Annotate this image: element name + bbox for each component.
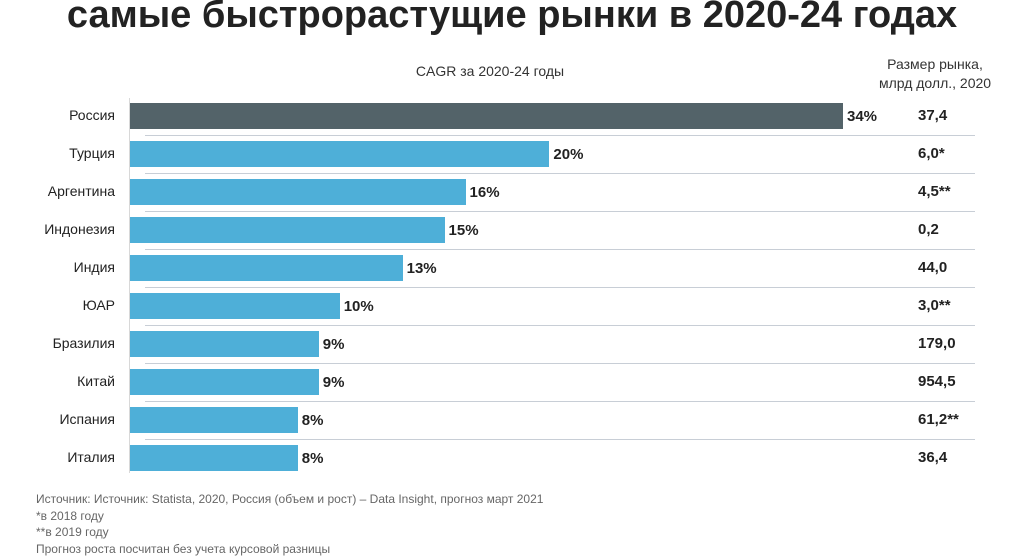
market-size-value: 954,5 (918, 373, 956, 390)
value-label: 15% (448, 222, 479, 239)
market-size-header-line2: млрд долл., 2020 (878, 75, 992, 91)
row-separator (145, 135, 975, 136)
market-size-value: 36,4 (918, 449, 948, 466)
y-axis-line (129, 98, 130, 473)
bar (130, 293, 340, 319)
category-label: Китай (77, 373, 115, 389)
market-size-value: 179,0 (918, 335, 956, 352)
bar (130, 141, 550, 167)
chart-title: самые быстрорастущие рынки в 2020-24 год… (66, 0, 958, 36)
market-size-value: 0,2 (918, 221, 939, 238)
category-label: Бразилия (52, 335, 115, 351)
footnotes: Источник: Источник: Statista, 2020, Росс… (36, 491, 543, 557)
category-label: Аргентина (47, 183, 115, 199)
value-label: 8% (301, 412, 324, 429)
value-label: 10% (343, 298, 374, 315)
row-separator (145, 249, 975, 250)
bar (130, 179, 466, 205)
market-size-header: Размер рынка, млрд долл., 2020 (860, 55, 1010, 93)
chart-subtitle: CAGR за 2020-24 годы (415, 63, 565, 79)
footnote-fx: Прогноз роста посчитан без учета курсово… (36, 541, 331, 556)
bar (130, 369, 319, 395)
bar (130, 445, 298, 471)
market-size-value: 37,4 (918, 107, 948, 124)
row-separator (145, 287, 975, 288)
row-separator (145, 363, 975, 364)
category-label: ЮАР (82, 297, 115, 313)
category-label: Турция (69, 145, 115, 161)
market-size-header-line1: Размер рынка, (887, 56, 983, 72)
market-size-value: 61,2** (918, 411, 959, 428)
market-size-value: 44,0 (918, 259, 948, 276)
category-label: Испания (59, 411, 115, 427)
value-label: 20% (553, 146, 584, 163)
category-label: Индонезия (44, 221, 115, 237)
row-separator (145, 173, 975, 174)
category-label: Италия (67, 449, 115, 465)
bar (130, 103, 843, 129)
bar (130, 407, 298, 433)
category-label: Россия (69, 107, 115, 123)
value-label: 9% (322, 336, 345, 353)
footnote-2018: *в 2018 году (36, 508, 104, 523)
row-separator (145, 325, 975, 326)
value-label: 16% (469, 184, 500, 201)
source-note: Источник: Источник: Statista, 2020, Росс… (36, 492, 544, 506)
value-label: 9% (322, 374, 345, 391)
category-label: Индия (73, 259, 115, 275)
bar (130, 331, 319, 357)
market-size-value: 6,0* (918, 145, 945, 162)
footnote-2019: **в 2019 году (36, 525, 109, 539)
market-size-value: 3,0** (918, 297, 951, 314)
value-label: 8% (301, 450, 324, 467)
value-label: 34% (847, 108, 878, 125)
bar (130, 217, 445, 243)
value-label: 13% (406, 260, 437, 277)
row-separator (145, 401, 975, 402)
row-separator (145, 439, 975, 440)
market-size-value: 4,5** (918, 183, 951, 200)
row-separator (145, 211, 975, 212)
bar (130, 255, 403, 281)
